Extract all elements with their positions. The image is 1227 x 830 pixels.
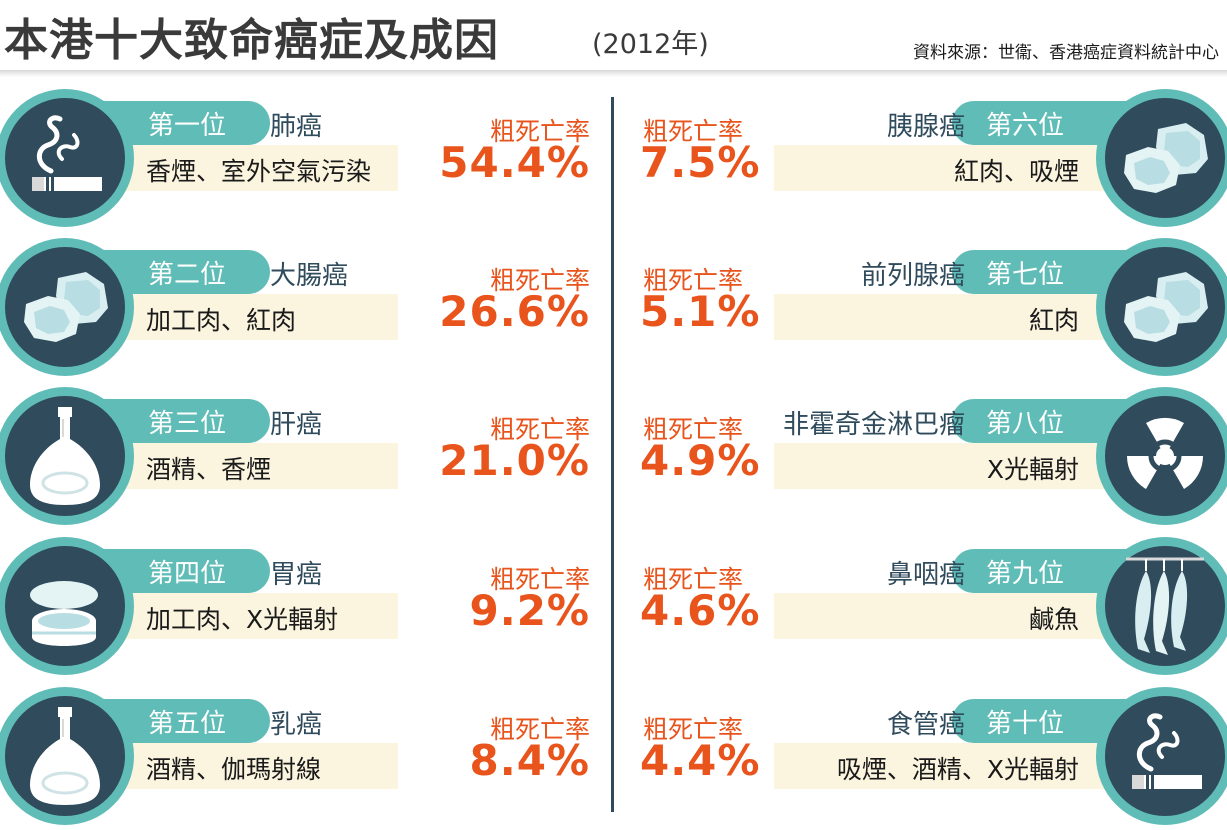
cancer-item-10: 第十位 食管癌吸煙、酒精、X光輻射 粗死亡率 4.4%: [614, 680, 1227, 830]
icon-badge: [1096, 387, 1227, 525]
rate-label: 粗死亡率: [489, 565, 590, 594]
cancer-item-7: 第七位 前列腺癌紅肉 粗死亡率 5.1%: [614, 231, 1227, 381]
rank-label: 第十位: [986, 709, 1065, 739]
rate-value: 54.4%: [439, 138, 590, 187]
rate-value: 4.4%: [640, 736, 761, 785]
rate-value: 4.9%: [640, 436, 761, 485]
causes-text: 加工肉、X光輻射: [146, 605, 339, 634]
icon-badge: [1096, 238, 1227, 376]
cancer-name: 食管癌: [886, 710, 965, 740]
icon-badge: [1096, 89, 1227, 227]
causes-text: 鹹魚: [1028, 605, 1079, 634]
cancer-name: 乳癌: [270, 710, 323, 740]
rate-value: 7.5%: [640, 138, 761, 187]
rank-label: 第八位: [986, 409, 1065, 439]
icon-badge: [0, 89, 134, 227]
icon-badge: [1096, 537, 1227, 675]
causes-text: 加工肉、紅肉: [146, 306, 297, 335]
causes-text: 酒精、伽瑪射線: [146, 755, 322, 784]
cancer-item-4: 第四位 胃癌加工肉、X光輻射 粗死亡率 9.2%: [0, 530, 613, 680]
causes-text: X光輻射: [986, 455, 1079, 484]
cancer-name: 肺癌: [270, 112, 323, 142]
icon-badge: [0, 238, 134, 376]
rate-label: 粗死亡率: [489, 715, 590, 744]
icon-badge-inner: [1105, 696, 1225, 816]
cancer-item-1: 第一位 肺癌香煙、室外空氣污染 粗死亡率 54.4%: [0, 82, 613, 232]
source-note: 資料來源：世衞、香港癌症資料統計中心: [913, 43, 1219, 63]
cancer-name: 胃癌: [270, 560, 323, 590]
cancer-name: 鼻咽癌: [886, 560, 965, 590]
cancer-name: 肝癌: [270, 410, 323, 440]
rate-label: 粗死亡率: [643, 715, 744, 744]
rate-label: 粗死亡率: [643, 117, 744, 146]
rank-label: 第一位: [148, 111, 227, 141]
rate-label: 粗死亡率: [643, 415, 744, 444]
icon-badge: [0, 537, 134, 675]
rate-label: 粗死亡率: [643, 266, 744, 295]
column-divider: [611, 97, 614, 812]
icon-badge-inner: [5, 98, 125, 218]
rate-value: 5.1%: [640, 287, 761, 336]
page-year: (2012年): [592, 29, 709, 60]
rank-label: 第七位: [986, 260, 1065, 290]
rate-label: 粗死亡率: [489, 415, 590, 444]
rank-label: 第六位: [986, 111, 1065, 141]
page-title: 本港十大致命癌症及成因: [4, 15, 499, 66]
icon-badge: [1096, 687, 1227, 825]
cancer-name: 大腸癌: [270, 261, 349, 291]
rank-label: 第四位: [148, 559, 227, 589]
header-divider: [0, 70, 1227, 77]
cancer-item-8: 第八位 非霍奇金淋巴瘤 X光輻射 粗死亡率 4.9%: [614, 380, 1227, 530]
causes-text: 吸煙、酒精、X光輻射: [836, 755, 1079, 784]
rate-value: 9.2%: [469, 586, 590, 635]
cancer-name: 前列腺癌: [860, 261, 965, 291]
rate-label: 粗死亡率: [489, 117, 590, 146]
rank-label: 第五位: [148, 709, 227, 739]
cancer-name: 胰腺癌: [886, 112, 965, 142]
cancer-item-9: 第九位 鼻咽癌鹹魚 粗死亡率 4.6%: [614, 530, 1227, 680]
causes-text: 紅肉: [1028, 306, 1079, 335]
rate-value: 21.0%: [439, 436, 590, 485]
cancer-item-6: 第六位 胰腺癌紅肉、吸煙 粗死亡率 7.5%: [614, 82, 1227, 232]
cancer-item-3: 第三位 肝癌酒精、香煙 粗死亡率 21.0%: [0, 380, 613, 530]
icon-badge: [0, 687, 134, 825]
cancer-item-5: 第五位 乳癌酒精、伽瑪射線 粗死亡率 8.4%: [0, 680, 613, 830]
causes-text: 酒精、香煙: [146, 455, 272, 484]
rate-label: 粗死亡率: [643, 565, 744, 594]
causes-text: 紅肉、吸煙: [953, 157, 1079, 186]
rate-value: 26.6%: [439, 287, 590, 336]
rate-value: 4.6%: [640, 586, 761, 635]
header: 本港十大致命癌症及成因 (2012年) 資料來源：世衞、香港癌症資料統計中心: [0, 0, 1227, 77]
cancer-item-2: 第二位 大腸癌加工肉、紅肉 粗死亡率 26.6%: [0, 231, 613, 381]
rate-value: 8.4%: [469, 736, 590, 785]
causes-text: 香煙、室外空氣污染: [146, 157, 372, 186]
icon-badge: [0, 387, 134, 525]
rate-label: 粗死亡率: [489, 266, 590, 295]
rank-label: 第三位: [148, 409, 227, 439]
rank-label: 第九位: [986, 559, 1065, 589]
rank-label: 第二位: [148, 260, 227, 290]
cancer-name: 非霍奇金淋巴瘤: [782, 410, 965, 440]
